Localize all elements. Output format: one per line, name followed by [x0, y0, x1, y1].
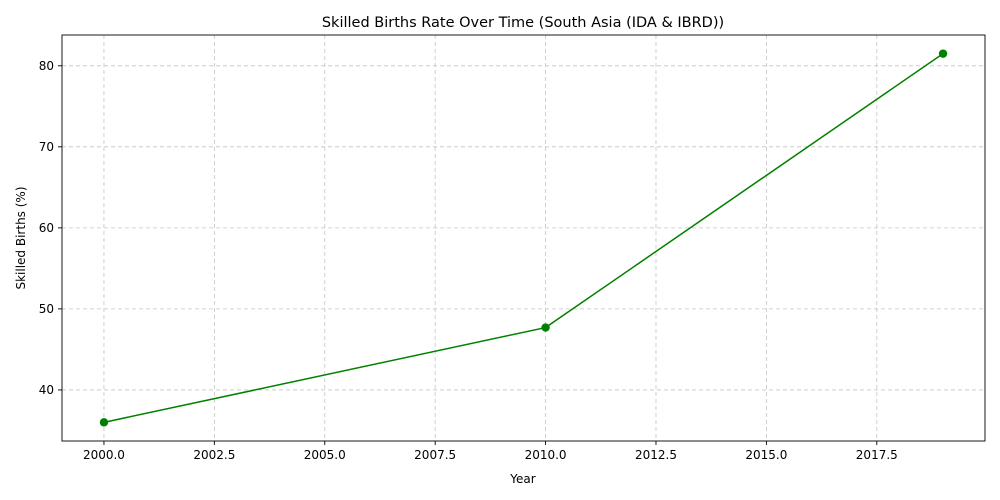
- data-point: [938, 49, 948, 58]
- y-axis-label: Skilled Births (%): [14, 186, 28, 289]
- x-axis: 2000.0 2002.5 2005.0 2007.5 2010.0 2012.5 2015…: [83, 441, 898, 462]
- plot-frame: [61, 34, 986, 442]
- y-tick-label: 60: [39, 221, 54, 235]
- y-tick-label: 70: [39, 140, 54, 154]
- series-layer: [99, 49, 948, 427]
- y-tick-label: 40: [39, 383, 54, 397]
- y-axis: 40 50 60 70 80: [39, 59, 62, 397]
- y-tick-label: 50: [39, 302, 54, 316]
- x-tick-label: 2015.0: [745, 448, 787, 462]
- x-tick-label: 2000.0: [83, 448, 125, 462]
- data-point: [99, 418, 109, 427]
- x-tick-label: 2005.0: [304, 448, 346, 462]
- x-tick-label: 2017.5: [856, 448, 898, 462]
- x-tick-label: 2002.5: [193, 448, 235, 462]
- chart-title: Skilled Births Rate Over Time (South Asi…: [322, 15, 724, 31]
- data-point: [541, 323, 550, 332]
- x-tick-label: 2012.5: [635, 448, 677, 462]
- grid-layer: [62, 35, 985, 441]
- x-axis-label: Year: [509, 472, 535, 486]
- x-tick-label: 2007.5: [414, 448, 456, 462]
- series-line: [103, 53, 944, 424]
- x-tick-label: 2010.0: [525, 448, 567, 462]
- y-tick-label: 80: [39, 59, 54, 73]
